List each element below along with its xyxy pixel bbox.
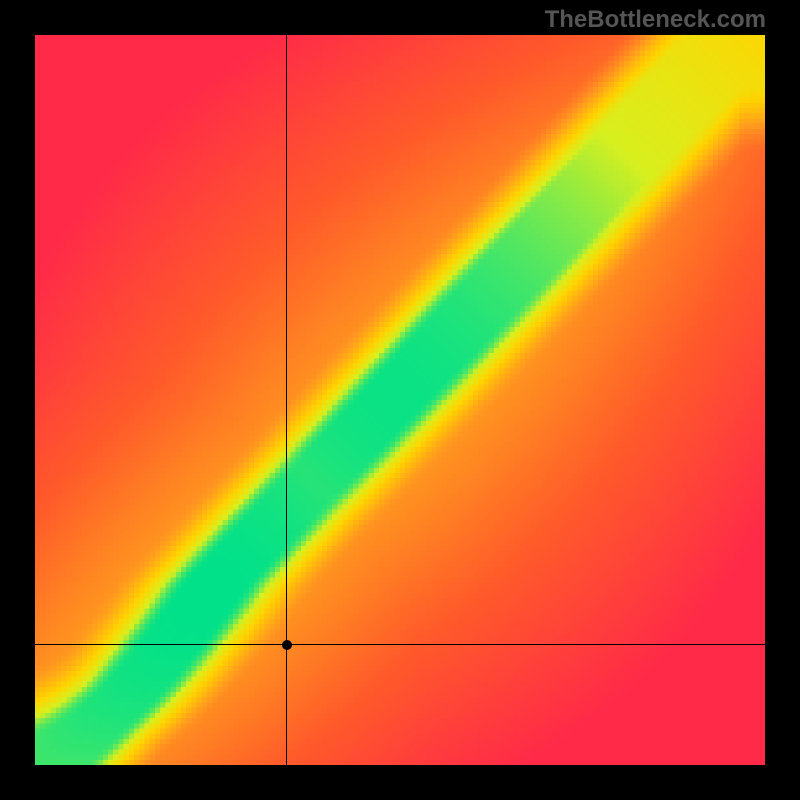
bottleneck-heatmap (35, 35, 765, 765)
chart-container: TheBottleneck.com (0, 0, 800, 800)
watermark-label: TheBottleneck.com (545, 6, 766, 34)
crosshair-vertical (286, 35, 287, 765)
operating-point-marker (282, 640, 292, 650)
crosshair-horizontal (35, 644, 765, 645)
